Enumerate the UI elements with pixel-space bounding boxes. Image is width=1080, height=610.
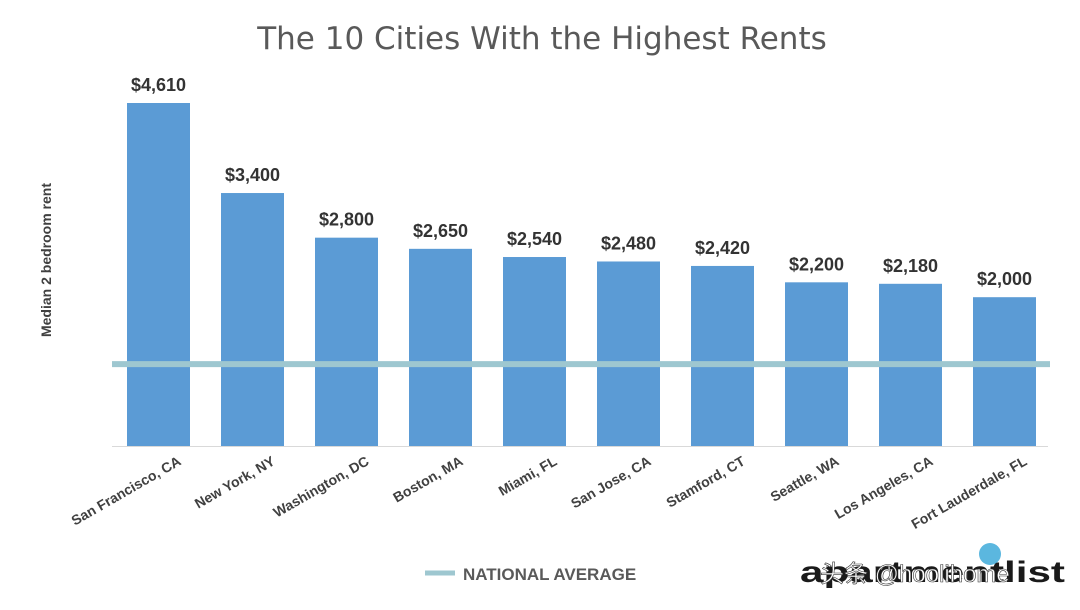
bar-4 [409, 248, 472, 446]
bar-10 [973, 297, 1036, 446]
value-label-4: $2,650 [413, 221, 468, 241]
y-axis-label: Median 2 bedroom rent [38, 183, 54, 337]
location-pin-icon [979, 543, 1001, 565]
apartmentlist-logo: apartmentlist [800, 543, 1065, 589]
logo-text: apartmentlist [800, 556, 1065, 589]
x-tick-labels-group: San Francisco, CA New York, NYWashington,… [68, 452, 1030, 532]
legend: NATIONAL AVERAGE [425, 565, 636, 584]
tick-label-7: Stamford, CT [663, 453, 748, 511]
chart-title: The 10 Cities With the Highest Rents [256, 21, 827, 57]
value-label-7: $2,420 [695, 238, 750, 258]
value-label-3: $2,800 [319, 210, 374, 230]
bar-7 [691, 265, 754, 446]
bar-3 [315, 237, 378, 446]
tick-label-3: Washington, DC [270, 453, 371, 521]
tick-label-5: Miami, FL [496, 453, 560, 499]
value-label-1: $4,610 [131, 75, 186, 95]
value-label-6: $2,480 [601, 233, 656, 253]
legend-label: NATIONAL AVERAGE [463, 565, 636, 584]
bar-5 [503, 257, 566, 446]
watermark: 头条 @hoolihome [820, 561, 1010, 588]
tick-label-1: San Francisco, CA [68, 453, 183, 529]
value-label-10: $2,000 [977, 269, 1032, 289]
value-label-2: $3,400 [225, 165, 280, 185]
tick-label-8: Seattle, WA [767, 453, 841, 505]
tick-label-2: New York, NY [192, 452, 278, 511]
bar-6 [597, 261, 660, 446]
bar-2 [221, 193, 284, 446]
value-label-9: $2,180 [883, 256, 938, 276]
value-labels-group: $4,610 $3,400 $2,800 $2,650 $2,540 $2,480 $2,4… [131, 75, 1032, 289]
bar-1 [127, 103, 190, 446]
value-label-8: $2,200 [789, 254, 844, 274]
value-label-5: $2,540 [507, 229, 562, 249]
tick-label-6: San Jose, CA [568, 453, 653, 512]
tick-label-4: Boston, MA [390, 453, 465, 506]
